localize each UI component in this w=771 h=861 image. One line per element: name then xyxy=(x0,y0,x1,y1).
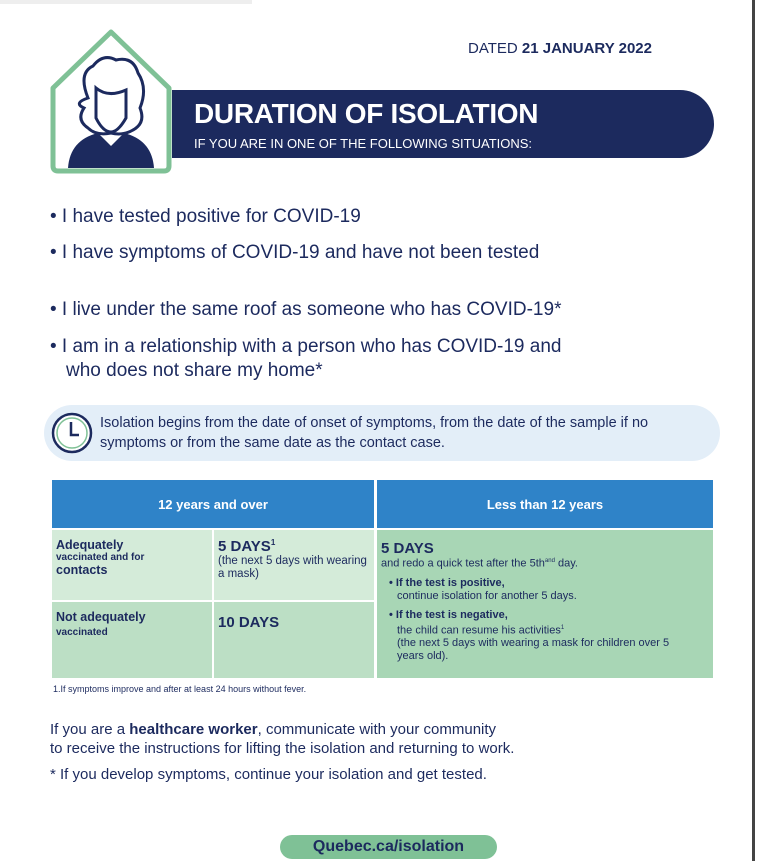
days-detail: (the next 5 days with wearing a mask) xyxy=(218,555,367,580)
dated-value: 21 JANUARY 2022 xyxy=(521,40,652,57)
star-note: * If you develop symptoms, continue your… xyxy=(50,766,487,783)
person-in-house-icon xyxy=(50,29,172,174)
label: contacts xyxy=(56,563,108,577)
positive-heading: • If the test is positive, xyxy=(389,576,505,589)
days-value: 5 DAYS xyxy=(381,540,434,557)
positive-body: continue isolation for another 5 days. xyxy=(397,589,577,602)
page-title: DURATION OF ISOLATION xyxy=(194,98,539,129)
row-not-adequately-days: 10 DAYS xyxy=(214,602,374,678)
footnote-ref: 1 xyxy=(270,538,276,547)
text: and redo a quick test after the 5th xyxy=(381,557,545,570)
list-item: • I have symptoms of COVID-19 and have n… xyxy=(50,242,540,263)
header-12-and-over: 12 years and over xyxy=(52,480,374,528)
row-adequately-label: Adequately vaccinated and for contacts xyxy=(52,530,212,600)
row-adequately-days: 5 DAYS1 (the next 5 days with wearing a … xyxy=(214,530,374,600)
quebec-isolation-link[interactable]: Quebec.ca/isolation xyxy=(280,835,497,859)
text-bold: healthcare worker xyxy=(129,721,258,738)
dated-label: DATED xyxy=(468,40,518,57)
page-subtitle: IF YOU ARE IN ONE OF THE FOLLOWING SITUA… xyxy=(194,136,533,151)
text: If you are a xyxy=(50,721,130,738)
isolation-note: Isolation begins from the date of onset … xyxy=(44,405,720,461)
label: Adequately xyxy=(56,538,124,552)
sup: and xyxy=(544,558,555,564)
label: vaccinated xyxy=(56,627,108,638)
note-text: Isolation begins from the date of onset … xyxy=(100,415,649,451)
scrollbar[interactable] xyxy=(752,0,771,861)
days-value: 10 DAYS xyxy=(218,614,280,631)
list-item: • I live under the same roof as someone … xyxy=(50,299,562,320)
header-under-12: Less than 12 years xyxy=(377,480,713,528)
healthcare-note: If you are a healthcare worker, communic… xyxy=(50,720,514,758)
under-12-instructions: 5 DAYS and redo a quick test after the 5… xyxy=(377,530,713,678)
list-item: • I have tested positive for COVID-19 xyxy=(50,206,361,227)
text: day. xyxy=(554,557,578,570)
date-line: DATED 21 JANUARY 2022 xyxy=(468,40,652,57)
footnote: 1.If symptoms improve and after at least… xyxy=(53,684,307,694)
negative-body: the child can resume his activities xyxy=(397,624,561,637)
text: to receive the instructions for lifting … xyxy=(50,740,515,757)
title-banner: DURATION OF ISOLATION IF YOU ARE IN ONE … xyxy=(172,90,714,158)
text: , communicate with your community xyxy=(257,721,497,738)
negative-heading: • If the test is negative, xyxy=(389,608,508,621)
top-toolbar-strip xyxy=(0,0,252,4)
list-item-continuation: who does not share my home* xyxy=(66,360,323,381)
days-value: 5 DAYS xyxy=(218,538,271,555)
row-not-adequately-label: Not adequately vaccinated xyxy=(52,602,212,678)
list-item: • I am in a relationship with a person w… xyxy=(50,336,562,357)
sup: 1 xyxy=(560,624,565,631)
label: Not adequately xyxy=(56,610,146,624)
negative-extra: (the next 5 days with wearing a mask for… xyxy=(397,637,670,663)
clock-icon xyxy=(51,412,93,454)
label: vaccinated and for xyxy=(56,552,145,563)
